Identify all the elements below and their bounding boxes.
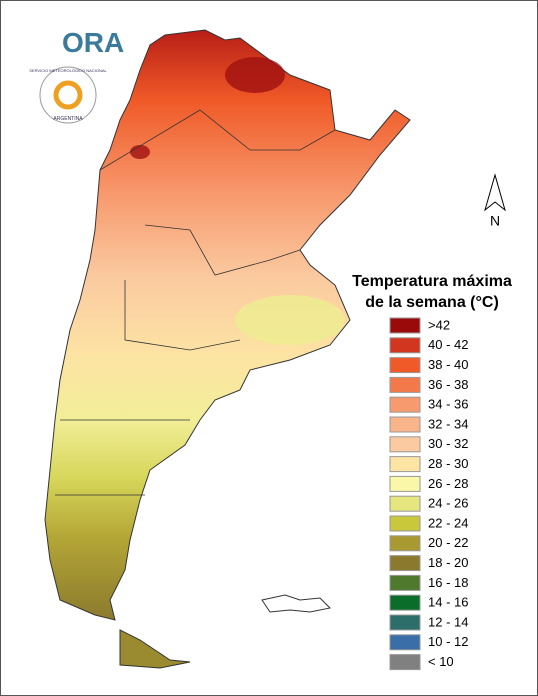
- legend-swatch: [389, 436, 421, 453]
- province-line: [144, 224, 301, 276]
- legend-swatch: [389, 634, 421, 651]
- north-arrow-shape: [484, 173, 506, 212]
- province-line: [99, 109, 336, 171]
- logo-agency: SERVICIO METEOROLÓGICO NACIONAL: [29, 68, 107, 73]
- mainland: [44, 29, 411, 621]
- legend-label: 38 - 40: [428, 357, 468, 372]
- legend-label: < 10: [428, 654, 454, 669]
- legend-label: 22 - 24: [428, 515, 468, 530]
- logo-name: ORA: [62, 27, 124, 58]
- legend-swatch: [389, 396, 421, 413]
- islands: [261, 594, 332, 613]
- legend-swatch: [389, 614, 421, 631]
- legend-swatch: [389, 475, 421, 492]
- hot-zone: [130, 145, 150, 159]
- legend-label: 36 - 38: [428, 377, 468, 392]
- north-arrow: N: [484, 173, 506, 229]
- logo-mark: [53, 80, 83, 110]
- legend-swatch: [389, 515, 421, 532]
- legend-label: 14 - 16: [428, 595, 468, 610]
- logo-circle: [39, 66, 97, 124]
- tierra-del-fuego: [119, 629, 191, 669]
- country-map: [44, 29, 411, 669]
- legend-swatch: [389, 654, 421, 671]
- legend-swatch: [389, 376, 421, 393]
- legend-label: 32 - 34: [428, 416, 468, 431]
- legend-swatch: [389, 555, 421, 572]
- legend-label: 20 - 22: [428, 535, 468, 550]
- legend-swatch: [389, 456, 421, 473]
- legend-title: Temperatura máxima: [352, 273, 512, 290]
- legend-swatch: [389, 416, 421, 433]
- legend-label: 16 - 18: [428, 575, 468, 590]
- hot-zone: [225, 57, 285, 93]
- legend-label: 24 - 26: [428, 496, 468, 511]
- legend-swatch: [389, 495, 421, 512]
- legend-swatch: [389, 337, 421, 354]
- legend-label: 26 - 28: [428, 476, 468, 491]
- legend-label: 18 - 20: [428, 555, 468, 570]
- legend-label: 28 - 30: [428, 456, 468, 471]
- legend-label: 30 - 32: [428, 436, 468, 451]
- legend-title: de la semana (°C): [365, 294, 499, 311]
- legend: Temperatura máxima de la semana (°C) >42 40…: [352, 273, 512, 671]
- logo-country: ARGENTINA: [53, 116, 83, 122]
- legend-label: 10 - 12: [428, 634, 468, 649]
- legend-label: >42: [428, 317, 450, 332]
- legend-swatch: [389, 357, 421, 374]
- legend-swatch: [389, 574, 421, 591]
- north-label: N: [490, 213, 500, 229]
- legend-swatch: [389, 535, 421, 552]
- logo: ORA SERVICIO METEOROLÓGICO NACIONAL ARGE…: [29, 27, 124, 124]
- legend-label: 34 - 36: [428, 397, 468, 412]
- cool-zone: [235, 295, 345, 345]
- province-line: [124, 280, 241, 351]
- legend-swatch: [389, 594, 421, 611]
- legend-label: 40 - 42: [428, 337, 468, 352]
- legend-label: 12 - 14: [428, 614, 468, 629]
- legend-swatch: [389, 317, 421, 334]
